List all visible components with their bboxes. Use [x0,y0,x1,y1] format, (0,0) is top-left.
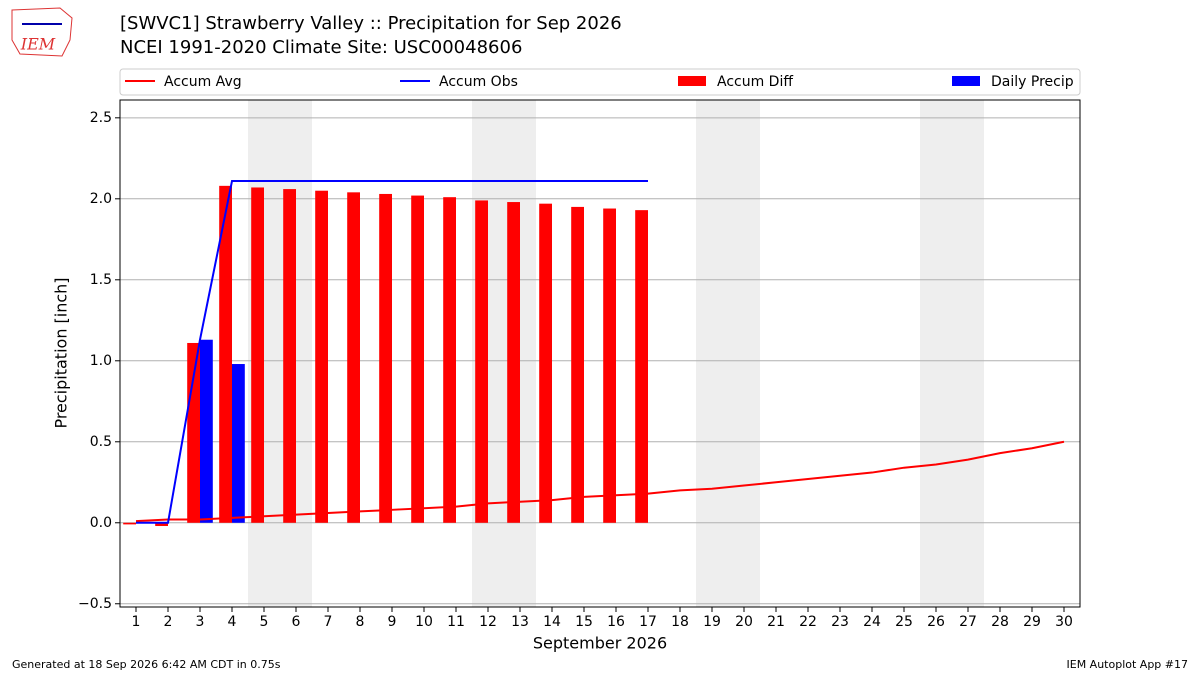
bar [283,189,296,523]
y-tick-label: 0.5 [90,434,112,450]
bar [347,192,360,523]
x-tick-label: 13 [511,614,529,630]
x-tick-label: 1 [132,614,141,630]
logo-text: IEM [20,35,56,54]
y-tick-label: 2.5 [90,110,112,126]
y-tick-label: 1.0 [90,353,112,369]
legend-label: Daily Precip [991,74,1074,90]
x-tick-label: 27 [959,614,977,630]
legend-swatch [678,76,706,86]
y-tick-label: 0.0 [90,515,112,531]
x-tick-label: 22 [799,614,817,630]
x-axis-label: September 2026 [533,634,667,653]
y-tick-label: 1.5 [90,272,112,288]
bar [539,203,552,523]
x-tick-label: 2 [164,614,173,630]
x-tick-label: 23 [831,614,849,630]
legend-label: Accum Avg [164,74,242,90]
bar [411,195,424,523]
x-tick-label: 30 [1055,614,1073,630]
legend-box [119,68,1081,96]
x-tick-label: 18 [671,614,689,630]
x-tick-label: 17 [639,614,657,630]
x-tick-label: 7 [324,614,333,630]
bar [155,522,168,527]
x-tick-label: 14 [543,614,561,630]
bar [603,208,616,523]
y-axis-label: Precipitation [inch] [52,277,71,428]
line [136,179,648,524]
bar [251,187,264,523]
x-tick-label: 16 [607,614,625,630]
bar [232,364,245,523]
weekend-shade [696,100,760,607]
x-tick-label: 20 [735,614,753,630]
x-tick-label: 19 [703,614,721,630]
bar [315,190,328,523]
weekend-shade [920,100,984,607]
x-tick-label: 21 [767,614,785,630]
bar [475,200,488,523]
footer-left: Generated at 18 Sep 2026 6:42 AM CDT in … [12,658,281,671]
line [135,440,1065,523]
bar [200,339,213,523]
bar [379,193,392,523]
x-tick-label: 11 [447,614,465,630]
bar [187,342,200,523]
x-tick-label: 8 [356,614,365,630]
bar [219,185,232,523]
x-tick-label: 24 [863,614,881,630]
footer-right: IEM Autoplot App #17 [1067,658,1189,671]
bar [635,210,648,523]
x-tick-label: 9 [388,614,397,630]
chart-title: [SWVC1] Strawberry Valley :: Precipitati… [120,13,622,34]
x-tick-label: 6 [292,614,301,630]
x-tick-label: 29 [1023,614,1041,630]
x-tick-label: 15 [575,614,593,630]
bar [443,197,456,523]
bar [123,522,136,525]
logo-outline [11,7,73,57]
y-tick-label: −0.5 [78,596,112,612]
x-tick-label: 25 [895,614,913,630]
x-tick-label: 28 [991,614,1009,630]
x-tick-label: 3 [196,614,205,630]
legend-swatch [952,76,980,86]
bar [507,202,520,523]
legend-label: Accum Obs [439,74,518,90]
x-tick-label: 4 [228,614,237,630]
plot-frame [119,99,1081,608]
legend-label: Accum Diff [717,74,793,90]
x-tick-label: 12 [479,614,497,630]
bar [571,206,584,523]
x-tick-label: 10 [415,614,433,630]
logo: IEM [11,7,73,57]
chart-subtitle: NCEI 1991-2020 Climate Site: USC00048606 [120,37,522,58]
x-tick-label: 26 [927,614,945,630]
x-tick-label: 5 [260,614,269,630]
y-tick-label: 2.0 [90,191,112,207]
